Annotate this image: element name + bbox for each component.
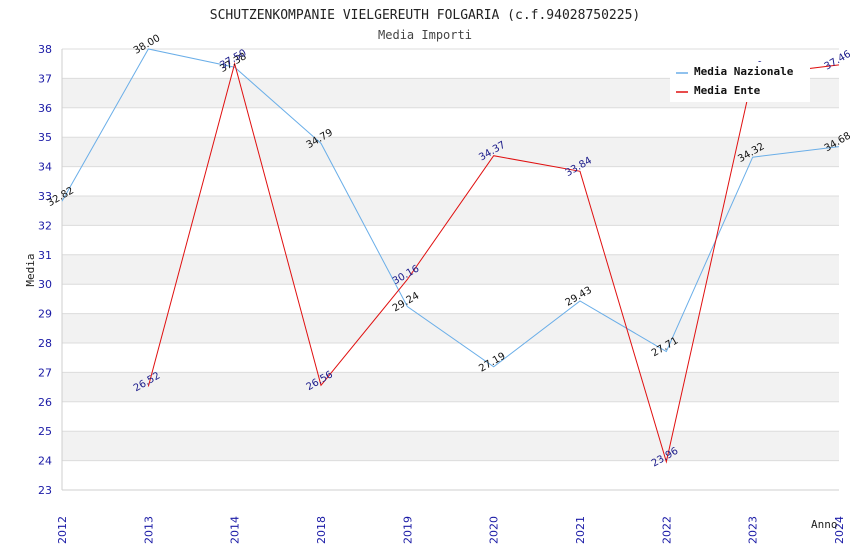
y-tick-label: 30 xyxy=(38,278,52,291)
y-tick-label: 28 xyxy=(38,337,52,350)
x-tick-label: 2022 xyxy=(660,516,673,544)
y-tick-label: 24 xyxy=(38,455,52,468)
x-tick-label: 2023 xyxy=(747,516,760,544)
y-tick-label: 23 xyxy=(38,484,52,497)
y-tick-label: 32 xyxy=(38,219,52,232)
grid-band xyxy=(62,313,839,343)
series-lines xyxy=(61,48,840,464)
grid-band xyxy=(62,372,839,402)
chart-subtitle: Media Importi xyxy=(378,28,472,42)
x-tick-label: 2013 xyxy=(142,516,155,544)
legend-box xyxy=(670,62,810,102)
x-axis-label: Anno xyxy=(811,518,838,531)
x-tick-label: 2024 xyxy=(833,516,846,544)
x-tick-label: 2012 xyxy=(56,516,69,544)
grid-band xyxy=(62,431,839,461)
series-line-media-nazionale xyxy=(61,48,840,368)
y-tick-label: 29 xyxy=(38,308,52,321)
x-tick-label: 2019 xyxy=(401,516,414,544)
y-tick-label: 27 xyxy=(38,366,52,379)
x-tick-label: 2014 xyxy=(229,516,242,544)
y-axis-label: Media xyxy=(24,253,37,286)
series-line-media-ente xyxy=(147,61,840,464)
y-tick-label: 35 xyxy=(38,131,52,144)
x-tick-label: 2021 xyxy=(574,516,587,544)
y-tick-label: 34 xyxy=(38,161,52,174)
y-tick-label: 36 xyxy=(38,102,52,115)
grid-lines xyxy=(61,48,839,491)
grid-band xyxy=(62,254,839,285)
x-tick-label: 2020 xyxy=(488,516,501,544)
grid-band xyxy=(62,137,839,167)
y-tick-label: 37 xyxy=(38,72,52,85)
x-tick-label: 2018 xyxy=(315,516,328,544)
y-tick-label: 38 xyxy=(38,43,52,56)
x-axis-ticks: 2012 2013 2014 2018 2019 2020 2021 2022 2023 2024 xyxy=(56,516,846,544)
legend-label-media-ente: Media Ente xyxy=(694,84,761,97)
y-tick-label: 26 xyxy=(38,396,52,409)
legend-label-media-nazionale: Media Nazionale xyxy=(694,65,794,78)
grid-bands xyxy=(62,49,839,490)
y-tick-label: 25 xyxy=(38,425,52,438)
grid-band xyxy=(62,196,839,226)
y-axis-ticks: 23 24 25 26 27 28 29 30 31 32 33 34 35 36 37 38 xyxy=(38,43,52,497)
legend: Media Nazionale Media Ente xyxy=(670,62,810,102)
chart-title: SCHUTZENKOMPANIE VIELGEREUTH FOLGARIA (c… xyxy=(210,8,640,23)
y-tick-label: 31 xyxy=(38,249,52,262)
y-tick-label: 33 xyxy=(38,190,52,203)
